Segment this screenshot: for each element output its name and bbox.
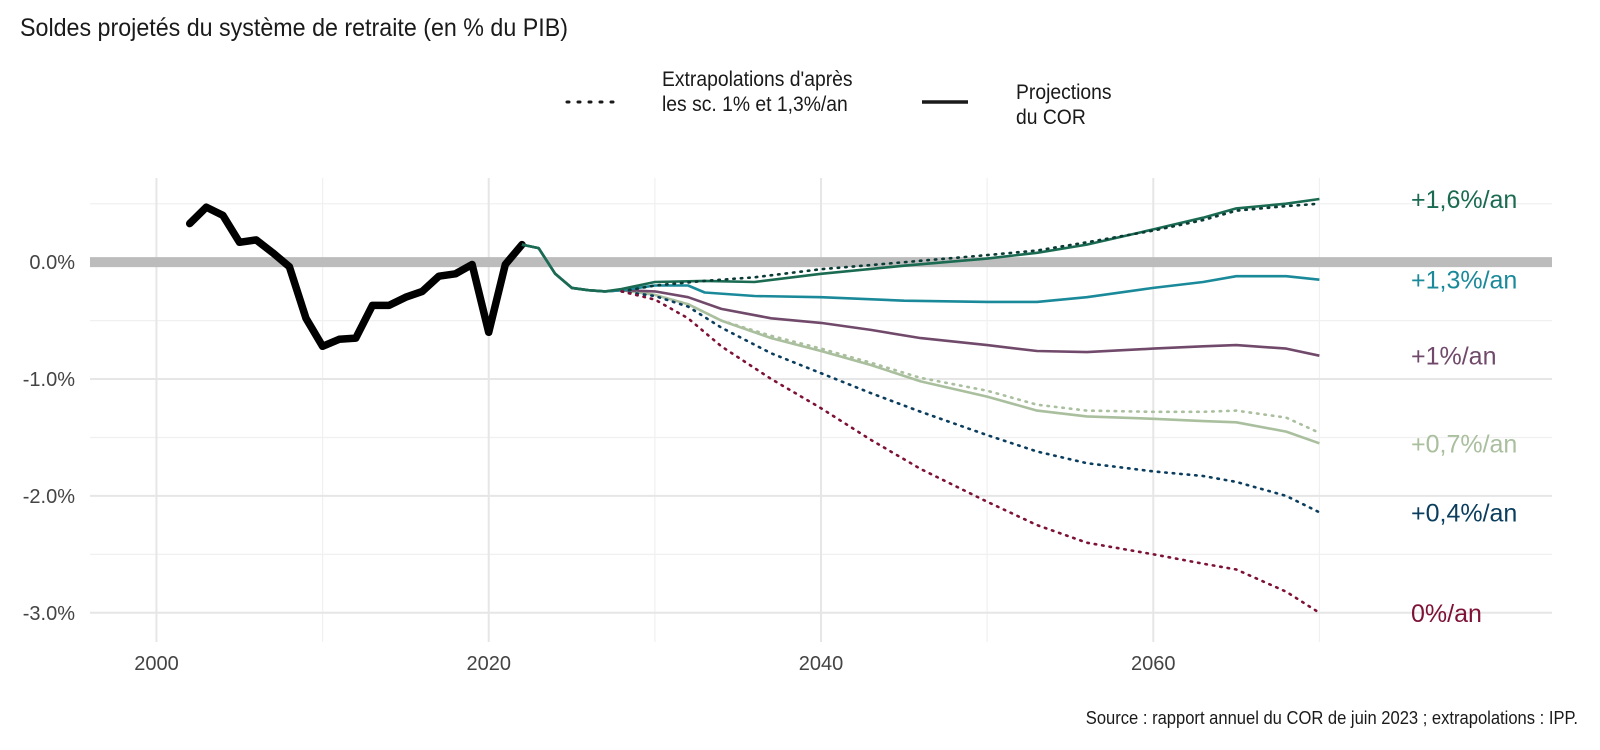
series-end-label: +0,4%/an	[1411, 499, 1517, 527]
legend: Extrapolations d'après les sc. 1% et 1,3…	[0, 60, 1600, 150]
series-line-projection	[521, 243, 1320, 445]
chart-title: Soldes projetés du système de retraite (…	[20, 14, 568, 42]
legend-label-extrapolations: Extrapolations d'après les sc. 1% et 1,3…	[662, 68, 853, 116]
legend-key-solid	[922, 100, 968, 104]
series-line-extrapolation	[620, 202, 1321, 293]
x-tick-label: 2020	[466, 653, 511, 675]
y-tick-label: -3.0%	[23, 603, 75, 625]
series-line-extrapolation	[620, 290, 1321, 615]
series-line-extrapolation	[620, 290, 1321, 514]
series-end-label: 0%/an	[1411, 600, 1482, 628]
source-note: Source : rapport annuel du COR de juin 2…	[1085, 708, 1578, 728]
series-line-historical	[185, 203, 526, 351]
series-end-label: +1,6%/an	[1411, 186, 1517, 214]
x-tick-label: 2040	[799, 653, 844, 675]
legend-key-dotted	[565, 100, 615, 104]
y-tick-label: -2.0%	[23, 486, 75, 508]
x-tick-label: 2060	[1131, 653, 1176, 675]
series-end-label: +1%/an	[1411, 343, 1497, 371]
x-tick-label: 2000	[134, 653, 179, 675]
y-tick-label: -1.0%	[23, 369, 75, 391]
y-tick-label: 0.0%	[29, 252, 75, 274]
legend-label-projections: Projections du COR	[1016, 81, 1112, 129]
series-line-projection	[521, 197, 1320, 293]
series-end-label: +1,3%/an	[1411, 267, 1517, 295]
series-end-label: +0,7%/an	[1411, 430, 1517, 458]
series-line-extrapolation	[620, 290, 1321, 435]
